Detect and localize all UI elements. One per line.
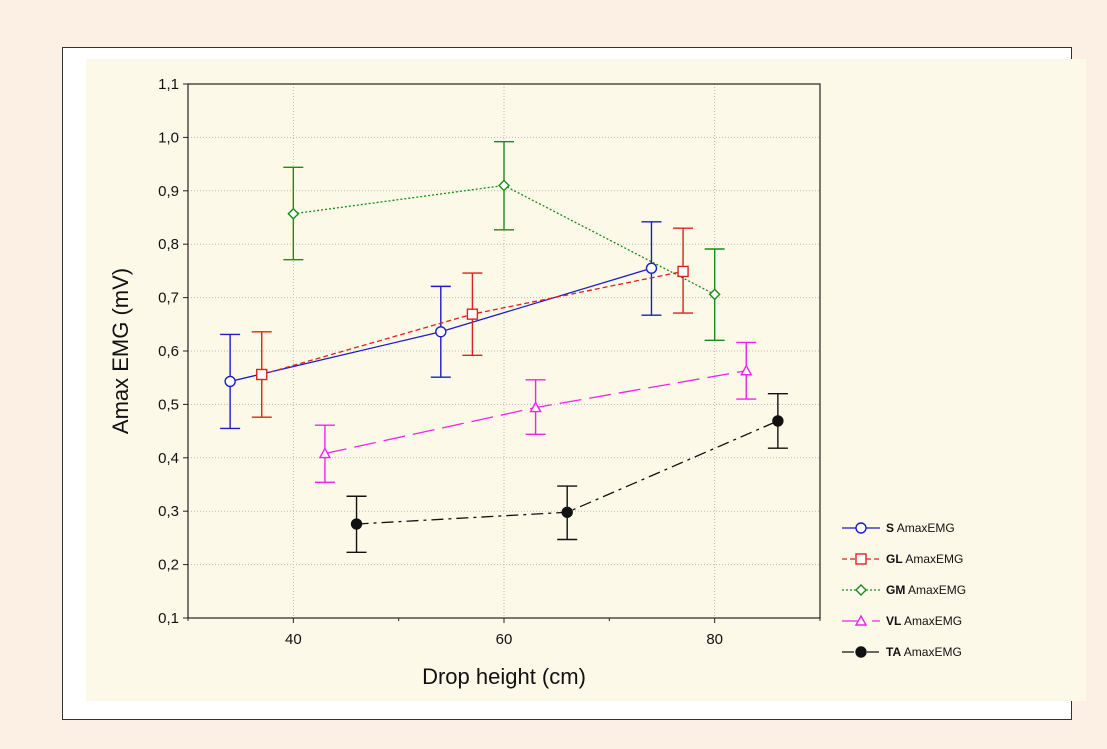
legend-series-suffix: AmaxEMG [901, 645, 962, 659]
legend-marker-ta [855, 646, 867, 658]
legend-series-suffix: AmaxEMG [901, 614, 962, 628]
legend-label-gm: GM AmaxEMG [886, 583, 966, 597]
legend-item-gm: GM AmaxEMG [842, 583, 966, 597]
y-tick-label: 0,6 [158, 343, 179, 360]
series-vl [314, 341, 757, 484]
data-point-ta [350, 518, 363, 530]
data-point-ta [561, 506, 573, 518]
legend-series-name: S [886, 521, 894, 535]
chart-panel [86, 59, 1086, 701]
data-point-gl [677, 265, 689, 278]
legend-series-name: TA [886, 645, 901, 659]
y-tick-label: 0,7 [158, 290, 179, 307]
legend-label-s: S AmaxEMG [886, 521, 955, 535]
legend-item-vl: VL AmaxEMG [842, 614, 962, 628]
data-point-s [224, 375, 236, 388]
legend-series-name: GM [886, 583, 905, 597]
legend-marker-gm [855, 584, 867, 596]
legend-label-ta: TA AmaxEMG [886, 645, 962, 659]
legend-label-gl: GL AmaxEMG [886, 552, 963, 566]
data-point-gm [708, 288, 721, 301]
y-tick-label: 0,4 [158, 450, 179, 467]
legend-series-name: VL [886, 614, 901, 628]
legend-series-name: GL [886, 552, 903, 566]
legend-item-gl: GL AmaxEMG [842, 552, 963, 566]
series-layer [220, 140, 788, 554]
data-point-vl [740, 364, 753, 376]
x-tick-label: 60 [496, 631, 513, 648]
data-point-gm [498, 179, 510, 192]
legend-marker-gl [855, 553, 867, 565]
data-point-vl [529, 401, 542, 413]
legend-series-suffix: AmaxEMG [905, 583, 966, 597]
data-point-gm [287, 207, 300, 220]
x-tick-label: 80 [706, 631, 723, 648]
legend-item-ta: TA AmaxEMG [842, 645, 962, 659]
x-axis-label: Drop height (cm) [422, 664, 586, 689]
legend-label-vl: VL AmaxEMG [886, 614, 962, 628]
data-point-s [435, 326, 447, 338]
y-tick-label: 0,2 [158, 557, 179, 574]
data-point-vl [318, 447, 332, 459]
ticks: 0,1 0,2 0,3 0,4 0,5 0,6 0,7 0,8 0,9 1,0 1,1 40 60 80 [158, 76, 821, 648]
y-tick-label: 0,3 [158, 503, 179, 520]
data-point-gl [466, 308, 479, 320]
series-gl [251, 227, 694, 418]
y-tick-label: 1,1 [158, 76, 179, 93]
y-axis-label: Amax EMG (mV) [108, 268, 133, 434]
legend-item-s: S AmaxEMG [842, 521, 955, 535]
legend-marker-s [855, 522, 867, 534]
y-tick-label: 0,1 [158, 610, 179, 627]
y-tick-label: 1,0 [158, 129, 179, 146]
y-tick-label: 0,8 [158, 236, 179, 253]
y-tick-label: 0,9 [158, 183, 179, 200]
data-point-s [645, 262, 658, 274]
legend-series-suffix: AmaxEMG [894, 521, 955, 535]
legend-marker-vl [854, 614, 868, 626]
series-s [220, 221, 662, 430]
series-gm [283, 140, 725, 342]
legend-series-suffix: AmaxEMG [903, 552, 964, 566]
y-tick-label: 0,5 [158, 396, 179, 413]
data-point-ta [772, 415, 784, 427]
data-point-gl [256, 368, 268, 381]
series-ta [346, 393, 788, 554]
x-tick-label: 40 [285, 631, 302, 648]
